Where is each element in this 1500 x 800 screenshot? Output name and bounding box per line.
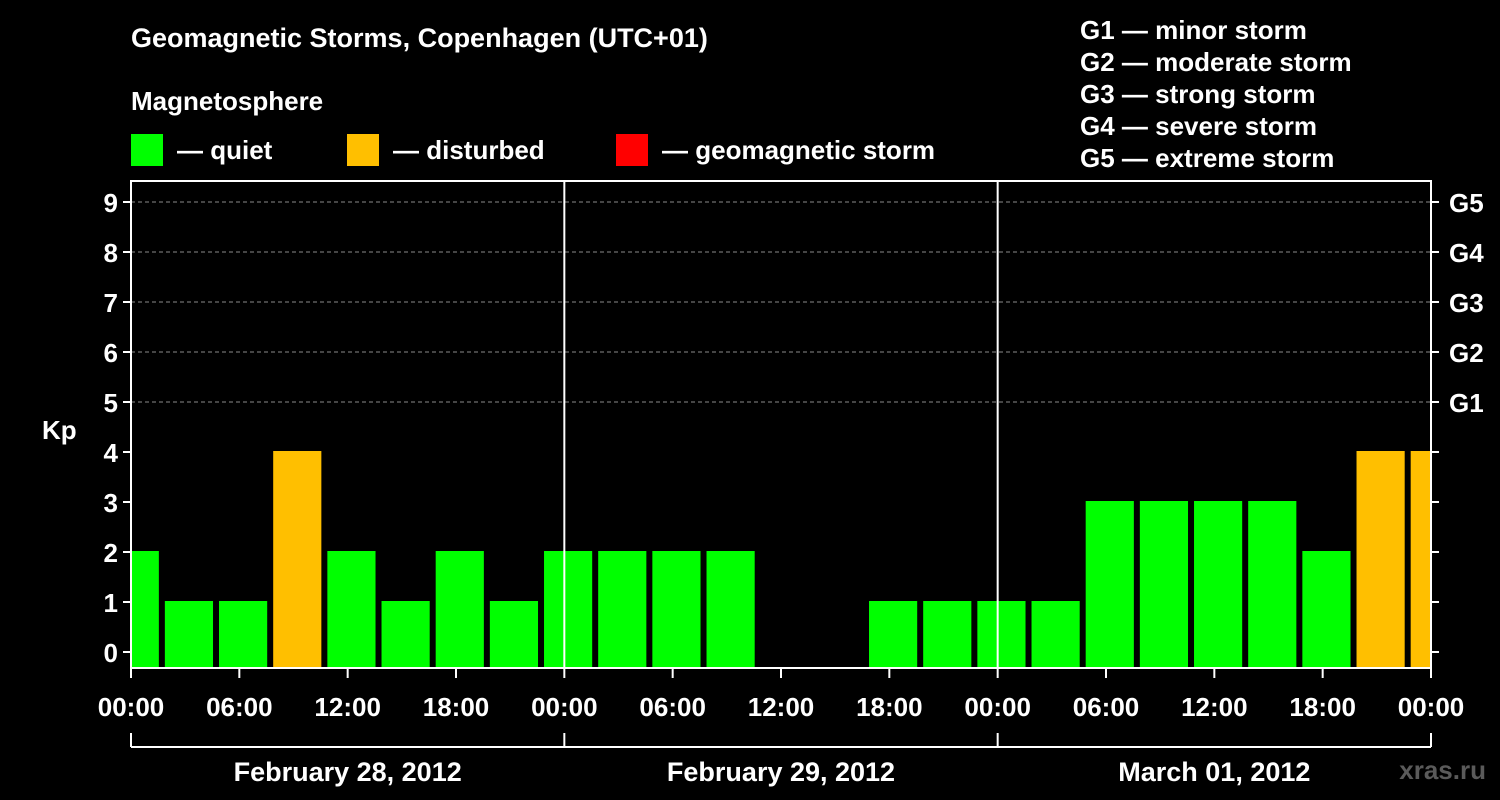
bar-15 [923,601,972,668]
xtick-label-12: 00:00 [1398,692,1465,722]
right-axis-label-g2: G2 [1449,338,1484,368]
ytick-label-4: 4 [104,438,119,468]
legend-label-storm: — geomagnetic storm [662,134,936,165]
date-label-2: March 01, 2012 [1118,757,1310,787]
bar-24 [1410,451,1431,668]
right-axis-label-g4: G4 [1449,238,1484,268]
legend-item-storm: — geomagnetic storm [616,133,935,167]
ytick-label-6: 6 [104,338,118,368]
xtick-label-11: 18:00 [1289,692,1356,722]
bar-6 [435,551,484,668]
bar-8 [544,551,593,668]
bar-4 [327,551,376,668]
xtick-label-6: 12:00 [748,692,815,722]
legend-swatch-disturbed [347,134,379,166]
y-axis-label: Kp [42,415,77,445]
bar-0 [131,551,159,668]
right-axis-label-g1: G1 [1449,388,1484,418]
ytick-label-8: 8 [104,238,118,268]
bar-2 [219,601,268,668]
bar-17 [1031,601,1080,668]
xtick-label-4: 00:00 [531,692,598,722]
bars-group [131,451,1431,668]
legend-heading: Magnetosphere [131,86,324,116]
storm-scale-legend: G1 — minor storm G2 — moderate storm G3 … [1080,14,1352,174]
xtick-label-7: 18:00 [856,692,923,722]
bar-11 [706,551,755,668]
storm-scale-g5: G5 — extreme storm [1080,143,1335,173]
ytick-label-5: 5 [104,388,118,418]
xtick-label-10: 12:00 [1181,692,1248,722]
ytick-label-1: 1 [104,588,118,618]
ytick-label-3: 3 [104,488,118,518]
storm-scale-g3: G3 — strong storm [1080,79,1316,109]
bar-19 [1139,501,1189,668]
bar-18 [1085,501,1134,668]
right-axis-label-g5: G5 [1449,188,1484,218]
storm-scale-g1: G1 — minor storm [1080,15,1307,45]
ytick-label-9: 9 [104,188,118,218]
date-label-0: February 28, 2012 [234,757,462,787]
bar-1 [164,601,214,668]
bar-10 [652,551,701,668]
bar-23 [1356,451,1405,668]
xtick-label-3: 18:00 [423,692,490,722]
xtick-label-5: 06:00 [639,692,706,722]
xtick-label-2: 12:00 [314,692,381,722]
bar-3 [273,451,322,668]
bar-14 [869,601,918,668]
xtick-label-8: 00:00 [964,692,1031,722]
ytick-label-0: 0 [104,638,118,668]
bar-9 [598,551,647,668]
legend-item-disturbed: — disturbed [347,133,545,167]
bar-16 [977,601,1026,668]
bar-22 [1302,551,1351,668]
bar-7 [489,601,539,668]
storm-scale-g4: G4 — severe storm [1080,111,1318,141]
ytick-label-2: 2 [104,538,118,568]
storm-scale-g2: G2 — moderate storm [1080,47,1352,77]
legend-swatch-quiet [131,134,163,166]
watermark: xras.ru [1399,755,1486,785]
chart-title: Geomagnetic Storms, Copenhagen (UTC+01) [131,23,708,53]
ytick-label-7: 7 [104,288,118,318]
bar-20 [1194,501,1243,668]
bar-5 [381,601,430,668]
xtick-label-9: 06:00 [1073,692,1140,722]
right-axis-label-g3: G3 [1449,288,1484,318]
legend-item-quiet: — quiet [131,133,272,167]
legend-label-disturbed: — disturbed [393,134,545,165]
xtick-label-0: 00:00 [98,692,165,722]
bar-21 [1248,501,1297,668]
xtick-label-1: 06:00 [206,692,273,722]
legend-label-quiet: — quiet [177,134,273,165]
legend-swatch-storm [616,134,648,166]
date-label-1: February 29, 2012 [667,757,895,787]
